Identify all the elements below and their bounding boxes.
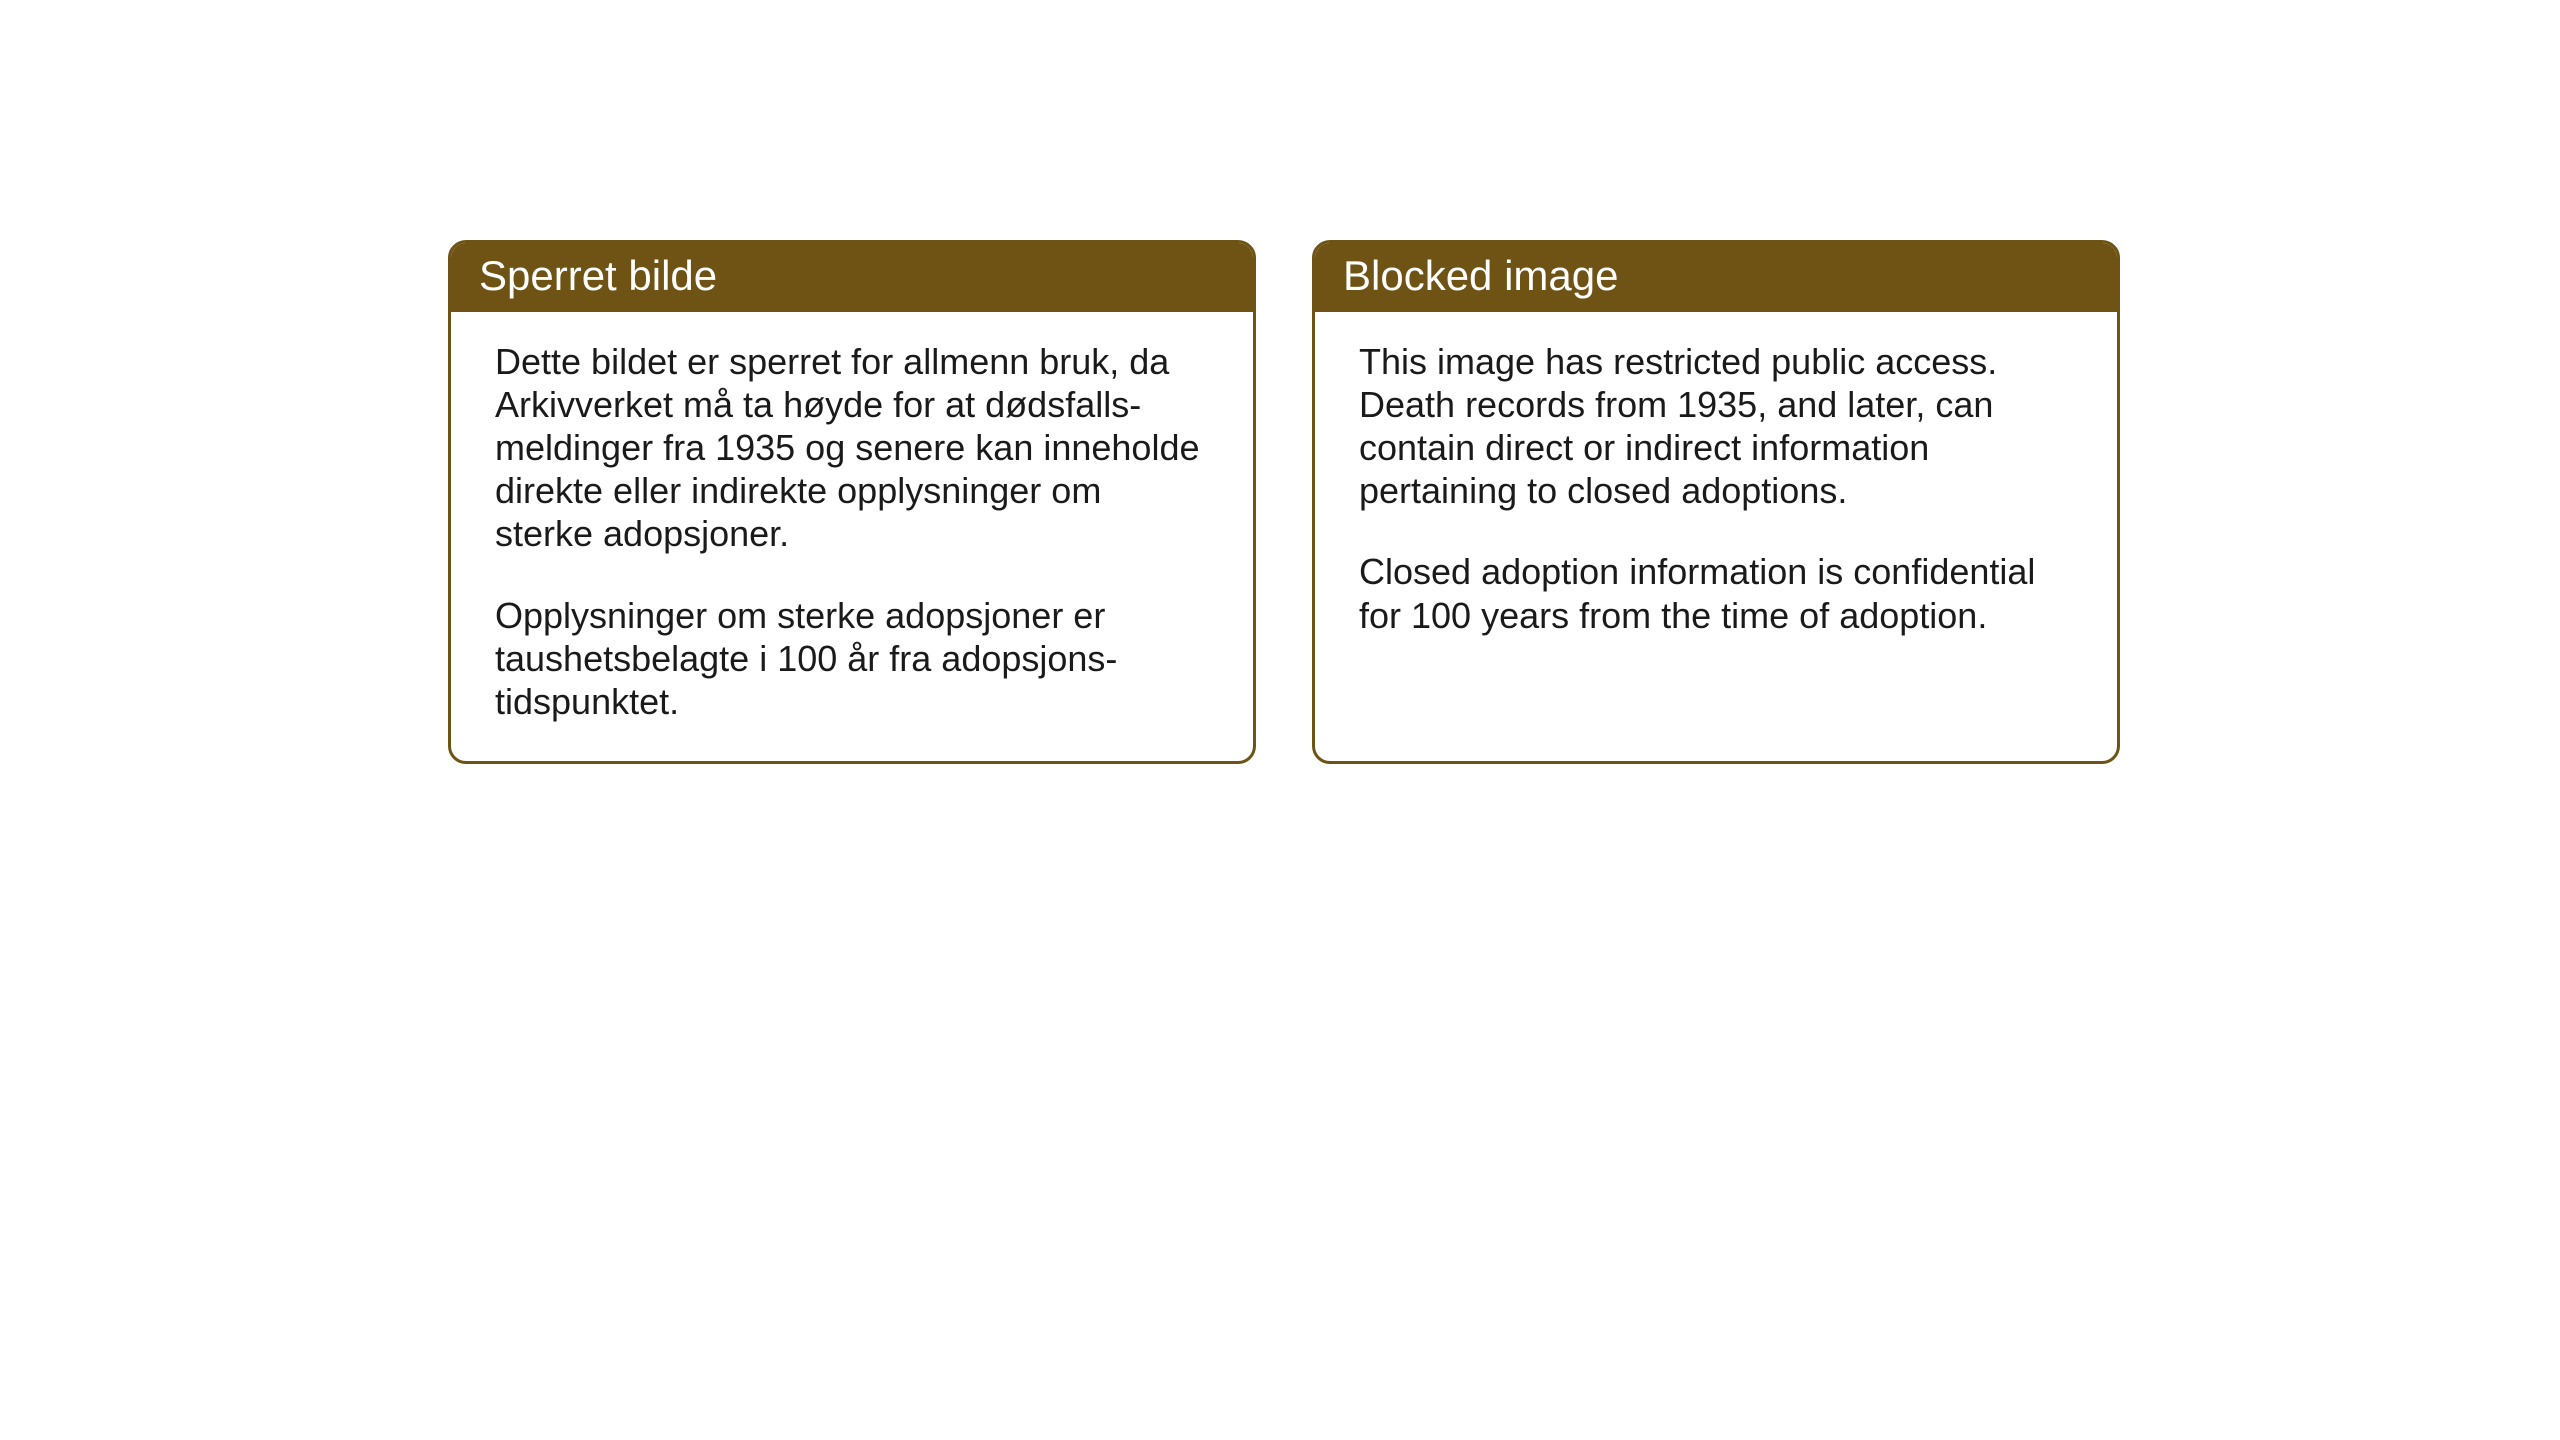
card-paragraph-1-norwegian: Dette bildet er sperret for allmenn bruk… <box>495 340 1209 556</box>
cards-container: Sperret bilde Dette bildet er sperret fo… <box>0 240 2560 764</box>
card-paragraph-2-english: Closed adoption information is confident… <box>1359 550 2073 636</box>
card-body-english: This image has restricted public access.… <box>1315 312 2117 675</box>
card-paragraph-2-norwegian: Opplysninger om sterke adopsjoner er tau… <box>495 594 1209 724</box>
card-header-english: Blocked image <box>1315 243 2117 312</box>
card-paragraph-1-english: This image has restricted public access.… <box>1359 340 2073 513</box>
card-header-norwegian: Sperret bilde <box>451 243 1253 312</box>
card-body-norwegian: Dette bildet er sperret for allmenn bruk… <box>451 312 1253 762</box>
card-norwegian: Sperret bilde Dette bildet er sperret fo… <box>448 240 1256 764</box>
card-english: Blocked image This image has restricted … <box>1312 240 2120 764</box>
